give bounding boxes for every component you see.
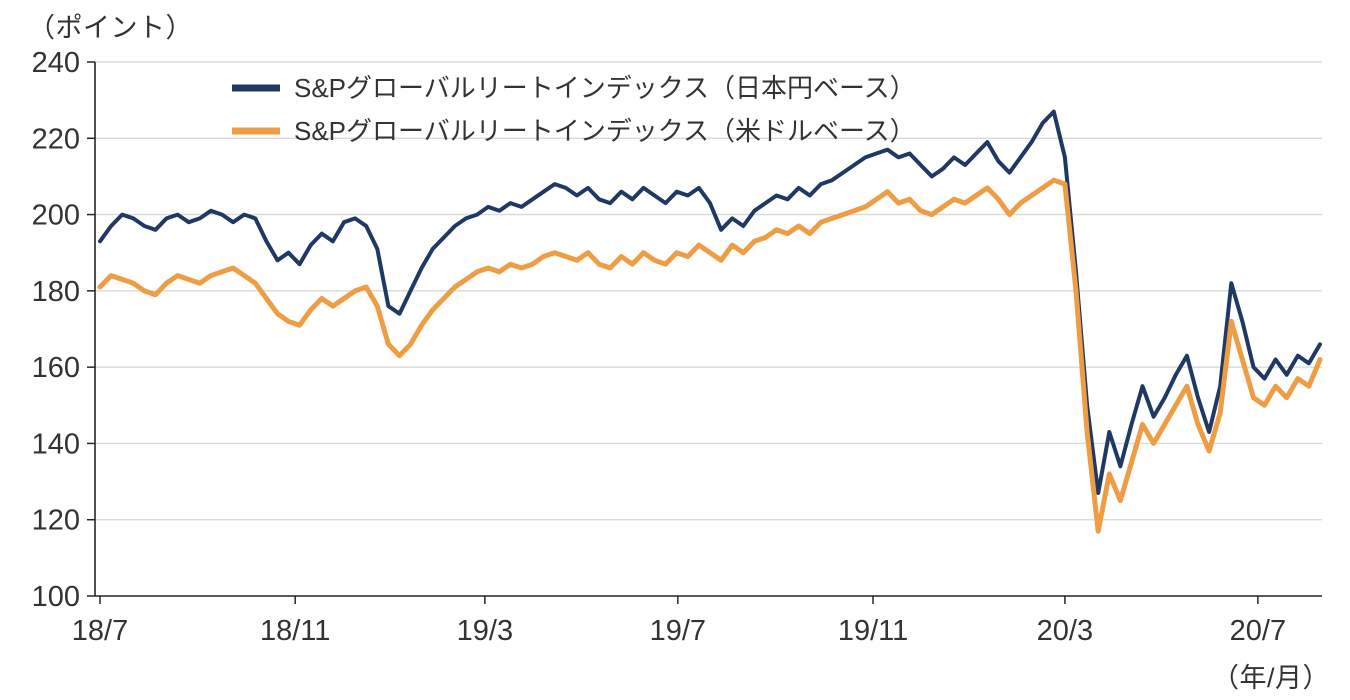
x-tick-label: 18/7 [72, 615, 128, 647]
y-tick-label: 220 [32, 123, 80, 155]
series-line-1 [97, 177, 1323, 534]
x-tick-label: 20/3 [1037, 615, 1093, 647]
y-tick-label: 120 [32, 505, 80, 537]
y-tick-label: 140 [32, 428, 80, 460]
y-axis-unit-label: （ポイント） [28, 13, 193, 43]
y-tick-label: 100 [32, 581, 80, 613]
y-tick-label: 240 [32, 47, 80, 79]
y-tick-label: 200 [32, 200, 80, 232]
x-tick-label: 19/3 [457, 615, 513, 647]
x-tick-label: 18/11 [260, 615, 330, 647]
legend-label-1: S&Pグローバルリートインデックス（米ドルベース） [294, 116, 916, 146]
y-tick-label: 160 [32, 352, 80, 384]
series-line-0 [98, 109, 1322, 495]
x-tick-label: 20/7 [1230, 615, 1286, 647]
y-tick-label: 180 [32, 276, 80, 308]
x-tick-label: 19/7 [650, 615, 706, 647]
x-axis-unit-label: （年/月） [1211, 663, 1330, 693]
legend-label-0: S&Pグローバルリートインデックス（日本円ベース） [294, 73, 916, 103]
x-tick-label: 19/11 [838, 615, 908, 647]
